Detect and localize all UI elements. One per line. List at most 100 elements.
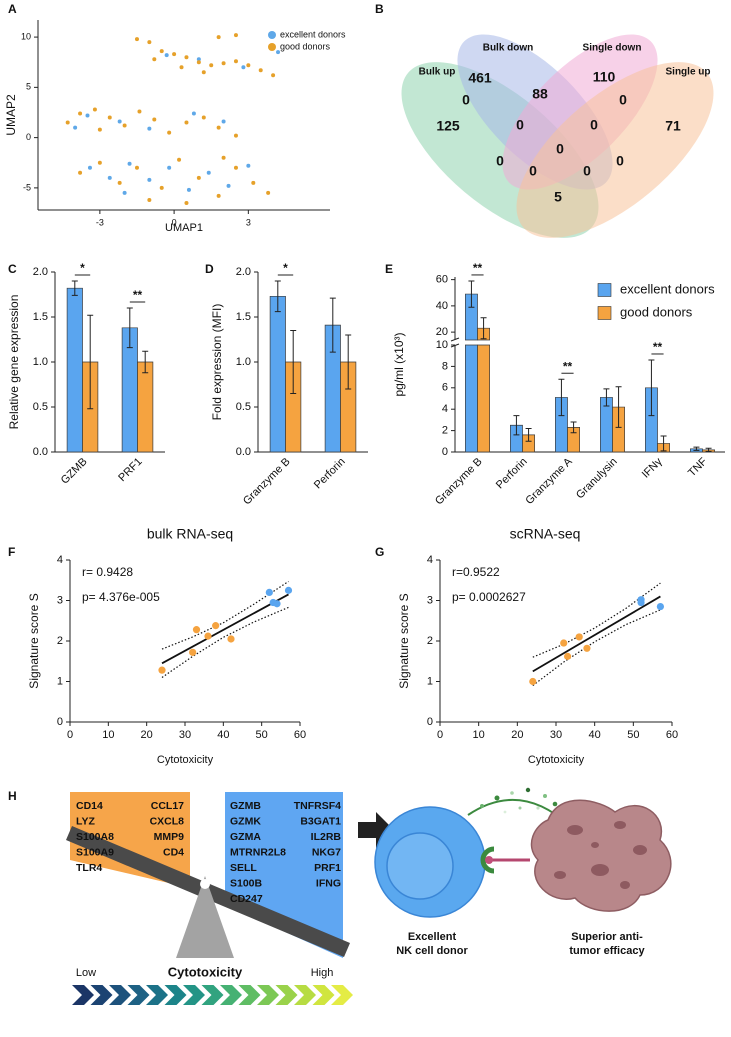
efficacy-label: tumor efficacy: [569, 945, 645, 957]
point: [117, 180, 122, 185]
bar: [269, 295, 286, 453]
chevron: [257, 985, 279, 1005]
annotation: p= 4.376e-005: [82, 590, 160, 604]
panel-letter: H: [8, 789, 17, 803]
point: [216, 125, 221, 130]
y-tick-label: 1.0: [236, 356, 251, 368]
x-tick-label: 20: [511, 729, 523, 741]
gene: GZMB: [230, 800, 261, 812]
y-tick-label: 40: [436, 300, 448, 312]
point: [189, 648, 197, 656]
gene: IFNG: [316, 877, 341, 889]
y-tick-label: 6: [442, 382, 448, 394]
x-tick-label: 0: [437, 729, 443, 741]
gene: S100B: [230, 877, 263, 889]
y-axis-label: pg/ml (x10³): [392, 332, 406, 396]
gene: S100A8: [76, 831, 114, 843]
point: [233, 133, 238, 138]
x-tick-label: TNF: [686, 455, 710, 479]
point: [221, 155, 226, 160]
significance-label: **: [563, 359, 573, 373]
point: [85, 113, 90, 118]
error-bar: [660, 435, 667, 452]
x-tick-label: 30: [550, 729, 562, 741]
point: [159, 185, 164, 190]
point: [167, 165, 172, 170]
annotation: p= 0.0002627: [452, 590, 526, 604]
x-tick-label: 40: [217, 729, 229, 741]
efficacy-label: Superior anti-: [571, 931, 643, 943]
y-tick-label: 20: [436, 326, 448, 338]
point: [276, 50, 281, 55]
point: [196, 57, 201, 62]
y-axis-label: Signature score S: [397, 593, 411, 688]
point: [196, 175, 201, 180]
x-tick-label: 60: [666, 729, 678, 741]
error-bar: [513, 415, 520, 436]
bar: [465, 293, 478, 453]
y-tick-label: 2.0: [33, 266, 48, 278]
panel-letter: G: [375, 545, 384, 559]
x-tick-label: -3: [96, 217, 104, 227]
significance-label: *: [80, 261, 85, 275]
y-tick-label: 2: [442, 425, 448, 437]
section-title: scRNA-seq: [510, 526, 581, 542]
point: [284, 586, 293, 594]
y-tick-label: 5: [26, 82, 31, 92]
set-label: Single up: [666, 67, 711, 78]
x-axis-label: UMAP1: [165, 222, 203, 234]
annotation: r=0.9522: [452, 565, 500, 579]
y-tick-label: 3: [57, 594, 63, 606]
point: [92, 107, 97, 112]
legend-marker: [268, 43, 276, 51]
set-label: Bulk down: [483, 43, 534, 54]
bar: [510, 424, 523, 453]
pivot: [200, 879, 210, 889]
set-label: Single down: [583, 43, 642, 54]
y-tick-label: 8: [442, 360, 448, 372]
point: [172, 52, 177, 57]
y-tick-label: 4: [57, 554, 63, 566]
ligand-head: [485, 856, 493, 864]
point: [656, 602, 665, 611]
bar: [612, 406, 625, 453]
gene: MTRNR2L8: [230, 846, 286, 858]
x-tick-label: 30: [179, 729, 191, 741]
scale-title: Cytotoxicity: [168, 964, 243, 979]
point: [196, 60, 201, 65]
donor-label: NK cell donor: [396, 945, 468, 957]
confidence-band: [532, 582, 661, 658]
point: [78, 111, 83, 116]
chevron: [201, 985, 224, 1005]
point: [97, 127, 102, 132]
error-bar: [290, 330, 297, 394]
point: [152, 117, 157, 122]
bar: [522, 434, 535, 453]
error-bar: [525, 427, 532, 442]
point: [233, 165, 238, 170]
region-count: 5: [554, 189, 562, 205]
x-tick-label: 0: [172, 217, 177, 227]
x-tick-label: Granzyme B: [433, 456, 485, 508]
y-tick-label: 10: [21, 31, 31, 41]
region-count: 0: [590, 117, 598, 133]
y-tick-label: 1.5: [236, 311, 251, 323]
x-tick-label: 20: [141, 729, 153, 741]
region-count: 71: [665, 118, 681, 134]
chevron: [72, 985, 94, 1005]
y-tick-label: 60: [436, 274, 448, 286]
bar: [600, 397, 613, 453]
legend-label: good donors: [620, 304, 693, 319]
panel-letter: B: [375, 2, 384, 16]
point: [201, 115, 206, 120]
point: [204, 632, 212, 640]
point: [221, 61, 226, 66]
x-tick-label: GZMB: [59, 456, 90, 487]
point: [107, 115, 112, 120]
chevron: [90, 985, 113, 1005]
gene: TNFRSF4: [294, 800, 341, 812]
gene: CCL17: [151, 800, 184, 812]
point: [227, 635, 235, 643]
fulcrum: [176, 876, 234, 958]
scale-low: Low: [76, 967, 96, 979]
